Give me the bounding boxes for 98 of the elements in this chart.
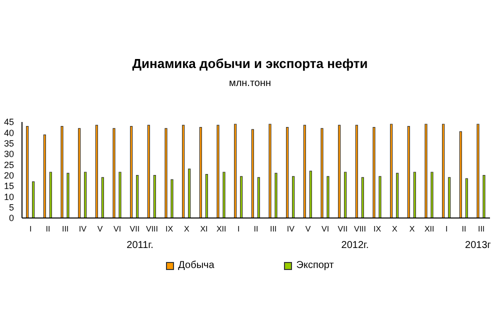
x-tick-label: IV (286, 224, 296, 234)
bar (234, 124, 237, 218)
bar (216, 124, 220, 218)
bar (326, 176, 330, 218)
y-tick-label: 15 (4, 181, 14, 192)
x-tick-label: IV (78, 224, 88, 234)
y-tick-label: 25 (4, 160, 14, 170)
bar (274, 172, 278, 218)
text: 2012г. (340, 240, 370, 251)
bar (482, 175, 486, 218)
x-tick-label: V (97, 224, 104, 234)
bar (136, 175, 139, 218)
bar (355, 124, 358, 218)
bar (43, 134, 46, 218)
bar (118, 172, 122, 218)
bar (413, 172, 416, 218)
bar (442, 124, 445, 218)
x-tick-label: IX (166, 224, 174, 234)
text: 2011г. (126, 240, 154, 251)
bar (292, 176, 295, 218)
bar (390, 124, 393, 218)
bar (320, 128, 324, 218)
bar (344, 172, 347, 218)
bar (170, 179, 174, 218)
chart-subtitle: млн.тонн (228, 78, 272, 89)
bar (257, 177, 260, 218)
bar (95, 124, 98, 218)
y-tick-label: 20 (4, 170, 14, 181)
bar (188, 168, 191, 218)
x-tick-label: X (409, 224, 416, 234)
bar (112, 128, 116, 218)
bar (147, 124, 150, 218)
x-tick-label: XII (424, 224, 434, 234)
bar (222, 172, 226, 218)
x-tick-label: I (30, 224, 32, 234)
x-tick-label: II (254, 224, 258, 234)
bar (164, 128, 168, 218)
bar (32, 181, 35, 218)
x-tick-label: V (305, 224, 312, 234)
bar (130, 126, 133, 218)
x-tick-label: VII (338, 224, 348, 234)
y-tick-label: 0 (8, 213, 14, 224)
bar (101, 177, 104, 218)
bar (60, 126, 64, 218)
bar (78, 128, 81, 218)
y-tick-label: 45 (4, 117, 14, 128)
bar (430, 172, 434, 218)
bar (182, 124, 185, 218)
bar (378, 176, 382, 218)
x-tick-label: III (62, 224, 69, 234)
bar (424, 124, 428, 218)
bar (448, 177, 451, 218)
x-tick-label: III (478, 224, 485, 234)
bar (49, 172, 52, 218)
bar (205, 174, 208, 218)
bar (153, 175, 156, 218)
bar (199, 127, 202, 218)
bar (372, 127, 376, 218)
x-tick-label: XI (200, 224, 208, 234)
y-tick-label: 5 (8, 202, 14, 213)
text: 2013г (464, 240, 492, 251)
bar (240, 176, 243, 218)
x-tick-label: III (270, 224, 277, 234)
legend-label: Добыча (177, 260, 214, 271)
bar (268, 124, 272, 218)
chart-title: Динамика добычи и экспорта нефти (131, 56, 369, 71)
bar (465, 178, 468, 218)
x-tick-label: X (184, 224, 190, 234)
x-tick-label: VIII (146, 224, 158, 234)
x-tick-label: II (46, 224, 50, 234)
bar (396, 172, 399, 218)
legend-label: Экспорт (295, 260, 334, 271)
x-tick-label: VIII (354, 224, 366, 234)
x-tick-label: VI (322, 224, 330, 234)
bar (303, 124, 306, 218)
bar (66, 172, 70, 218)
bar (476, 124, 480, 218)
y-tick-label: 10 (4, 192, 14, 202)
bar (286, 127, 289, 218)
bar (26, 126, 29, 218)
bar (309, 170, 312, 218)
bar (361, 177, 364, 218)
x-tick-label: I (238, 224, 240, 234)
y-tick-label: 40 (4, 128, 14, 138)
y-tick-label: 35 (4, 138, 14, 149)
y-tick-label: 30 (4, 149, 14, 160)
x-tick-label: I (446, 224, 448, 234)
x-tick-label: IX (374, 224, 382, 234)
x-tick-label: XII (216, 224, 226, 234)
x-tick-label: VI (114, 224, 122, 234)
x-tick-label: X (392, 224, 398, 234)
bar (338, 124, 341, 218)
x-tick-label: VII (130, 224, 140, 234)
bar (459, 131, 462, 218)
bar (251, 129, 254, 218)
bar (407, 126, 410, 218)
x-tick-label: II (462, 224, 466, 234)
bar (84, 172, 87, 218)
